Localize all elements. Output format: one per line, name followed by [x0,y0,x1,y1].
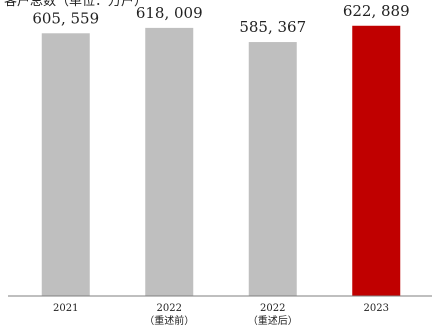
category-label-2: 2022 [260,303,285,314]
bar-1 [145,27,194,296]
bar-2 [248,42,297,297]
bar-0 [41,33,90,297]
chart-top-label: 客户总数（单位：万户） [4,0,148,9]
value-label-1: 618, 009 [136,4,203,22]
value-labels-group: 605, 559 618, 009 585, 367 622, 889 [32,2,409,36]
category-labels-group: 2021 2022（重述前）2022（重述后）2023 [53,303,389,327]
bar-3 [352,25,401,297]
category-sublabel-2: （重述后） [248,314,298,327]
category-label-3: 2023 [364,303,389,314]
value-label-3: 622, 889 [343,2,410,20]
category-label-0: 2021 [53,303,78,314]
value-label-2: 585, 367 [239,18,306,36]
category-sublabel-1: （重述前） [144,314,194,327]
value-label-0: 605, 559 [32,9,99,27]
bars-group [41,25,401,297]
category-label-1: 2022 [157,303,182,314]
